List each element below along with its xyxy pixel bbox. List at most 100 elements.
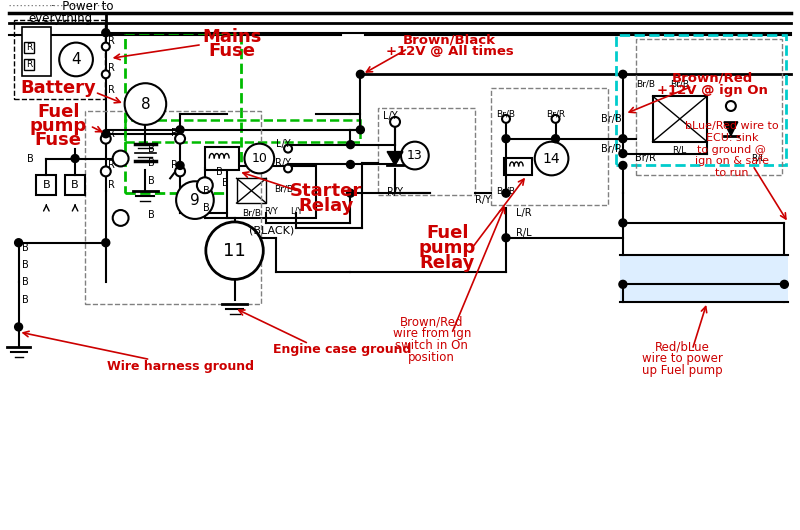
Text: Fuel: Fuel: [426, 224, 469, 242]
Text: B: B: [22, 277, 29, 287]
Text: up Fuel pump: up Fuel pump: [642, 364, 722, 377]
Text: Br/B: Br/B: [497, 109, 515, 118]
Text: to ground @: to ground @: [698, 145, 766, 155]
Polygon shape: [724, 122, 738, 136]
Bar: [653, 96, 707, 142]
Circle shape: [176, 162, 184, 170]
Circle shape: [390, 117, 400, 127]
Circle shape: [781, 280, 788, 288]
Bar: [85, 111, 262, 304]
Text: 10: 10: [251, 152, 267, 165]
Circle shape: [113, 151, 129, 166]
Text: R/L: R/L: [516, 228, 532, 238]
Circle shape: [102, 130, 110, 138]
Text: Fuel: Fuel: [37, 103, 79, 121]
Text: B: B: [22, 260, 29, 270]
Circle shape: [102, 29, 110, 37]
Text: pump: pump: [30, 117, 87, 135]
Circle shape: [357, 70, 364, 78]
Text: B: B: [222, 178, 229, 188]
Bar: [23, 42, 34, 52]
Circle shape: [175, 166, 185, 176]
Text: switch in On: switch in On: [395, 339, 468, 352]
Text: B: B: [71, 180, 79, 190]
Text: pump: pump: [419, 238, 476, 257]
Text: R: R: [26, 42, 32, 51]
Bar: [65, 175, 85, 195]
Circle shape: [59, 42, 93, 76]
Polygon shape: [387, 152, 403, 165]
Text: everything: everything: [29, 12, 93, 25]
Text: Br/B: Br/B: [601, 114, 622, 124]
Circle shape: [619, 135, 627, 143]
Circle shape: [551, 115, 559, 123]
Text: R/Y: R/Y: [387, 187, 403, 197]
Text: B: B: [148, 158, 154, 169]
Text: position: position: [408, 351, 455, 364]
Circle shape: [101, 166, 110, 176]
Circle shape: [619, 149, 627, 157]
Text: Brown/Red: Brown/Red: [400, 315, 463, 329]
Text: R: R: [170, 161, 178, 171]
Text: ign on & safe: ign on & safe: [695, 156, 769, 166]
Text: L/Y: L/Y: [290, 207, 302, 216]
Text: Brown/Black: Brown/Black: [403, 33, 496, 46]
Text: Starter: Starter: [290, 182, 362, 200]
Text: L/R: L/R: [516, 208, 532, 218]
Circle shape: [346, 161, 354, 169]
Circle shape: [113, 210, 129, 226]
Text: Br/B: Br/B: [274, 185, 294, 194]
Circle shape: [284, 164, 292, 172]
Bar: [23, 59, 34, 70]
Text: Relay: Relay: [298, 197, 354, 215]
Text: B: B: [148, 210, 154, 220]
Text: R/L: R/L: [751, 153, 766, 162]
Bar: [237, 178, 266, 203]
Bar: [14, 20, 105, 99]
Circle shape: [619, 280, 627, 288]
Bar: [125, 120, 360, 142]
Text: R: R: [108, 36, 115, 46]
Bar: [226, 166, 316, 218]
Text: 9: 9: [190, 192, 200, 208]
Circle shape: [346, 189, 354, 197]
Text: R/Y: R/Y: [475, 195, 491, 205]
Circle shape: [502, 135, 510, 143]
Circle shape: [245, 144, 274, 173]
Circle shape: [14, 238, 22, 246]
Circle shape: [619, 162, 627, 170]
Bar: [620, 254, 788, 302]
Text: B: B: [203, 186, 210, 196]
Text: Br/B: Br/B: [242, 208, 261, 217]
Circle shape: [102, 70, 110, 78]
Text: Relay: Relay: [420, 253, 475, 271]
Circle shape: [206, 222, 263, 279]
Circle shape: [175, 134, 185, 144]
Text: R: R: [108, 129, 115, 139]
Bar: [205, 147, 238, 171]
Text: B: B: [216, 167, 223, 178]
Circle shape: [619, 70, 627, 78]
Text: 8: 8: [141, 96, 150, 111]
Text: B: B: [42, 180, 50, 190]
Text: L/Y: L/Y: [276, 139, 290, 148]
Bar: [636, 39, 782, 175]
Text: R: R: [170, 128, 178, 138]
Text: +12V @ ign On: +12V @ ign On: [657, 84, 767, 96]
Text: bLue/Red wire to: bLue/Red wire to: [685, 121, 778, 131]
Text: R: R: [108, 161, 115, 171]
Circle shape: [101, 134, 110, 144]
Text: Battery: Battery: [20, 79, 96, 97]
Circle shape: [102, 42, 110, 50]
Bar: [22, 26, 51, 76]
Text: B: B: [27, 154, 34, 164]
Circle shape: [726, 101, 736, 111]
Text: B: B: [148, 144, 154, 154]
Circle shape: [502, 234, 510, 242]
Bar: [491, 88, 608, 205]
Text: Br/R: Br/R: [546, 109, 565, 118]
Text: R: R: [108, 180, 115, 190]
Circle shape: [502, 115, 510, 123]
Bar: [504, 157, 532, 175]
Text: Br/B: Br/B: [670, 80, 689, 89]
